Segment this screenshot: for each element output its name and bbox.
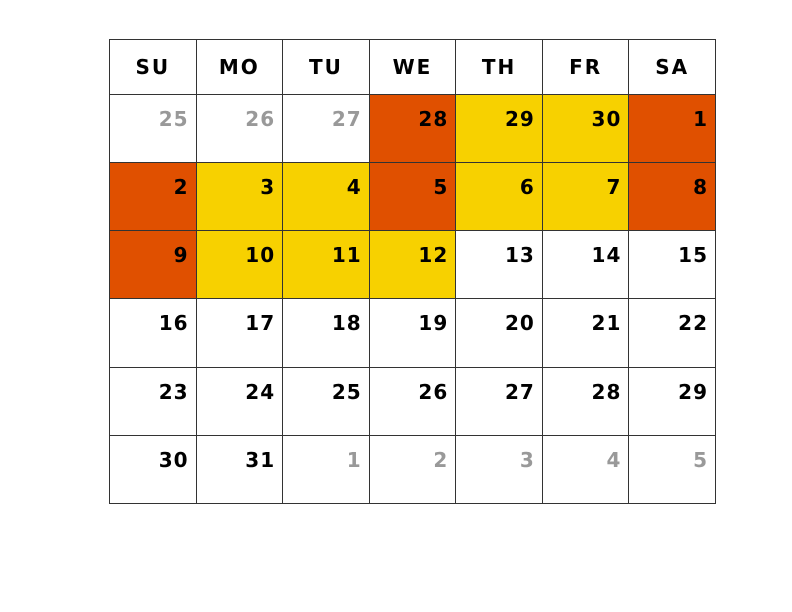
day-cell[interactable]: 28 xyxy=(541,366,630,436)
weekday-header-thursday: TH xyxy=(455,39,543,95)
day-cell[interactable]: 30 xyxy=(109,434,197,505)
day-cell[interactable]: 31 xyxy=(195,434,284,505)
weekday-header-sunday: SU xyxy=(109,39,197,95)
day-cell[interactable]: 27 xyxy=(282,93,370,164)
day-cell[interactable]: 29 xyxy=(628,366,716,436)
day-cell[interactable]: 28 xyxy=(368,93,457,164)
day-cell[interactable]: 5 xyxy=(628,434,716,505)
day-cell[interactable]: 15 xyxy=(628,230,716,300)
day-cell[interactable]: 13 xyxy=(455,230,543,300)
week-row: 16 17 18 19 20 21 22 xyxy=(109,298,716,368)
day-cell[interactable]: 4 xyxy=(541,434,630,505)
weekday-header-monday: MO xyxy=(195,39,284,95)
day-cell[interactable]: 14 xyxy=(541,230,630,300)
weekday-header-row: SU MO TU WE TH FR SA xyxy=(109,39,716,95)
calendar-body: 25 26 27 28 29 30 1 2 3 4 5 6 7 8 9 10 11 12 13 14 15 16 17 18 1… xyxy=(109,93,716,505)
day-cell[interactable]: 26 xyxy=(368,366,457,436)
weekday-header-tuesday: TU xyxy=(282,39,370,95)
week-row: 9 10 11 12 13 14 15 xyxy=(109,230,716,300)
day-cell[interactable]: 19 xyxy=(368,298,457,368)
day-cell[interactable]: 9 xyxy=(109,230,197,300)
day-cell[interactable]: 12 xyxy=(368,230,457,300)
day-cell[interactable]: 17 xyxy=(195,298,284,368)
weekday-header-friday: FR xyxy=(541,39,630,95)
day-cell[interactable]: 30 xyxy=(541,93,630,164)
day-cell[interactable]: 11 xyxy=(282,230,370,300)
day-cell[interactable]: 3 xyxy=(195,162,284,232)
day-cell[interactable]: 1 xyxy=(282,434,370,505)
day-cell[interactable]: 25 xyxy=(109,93,197,164)
day-cell[interactable]: 7 xyxy=(541,162,630,232)
day-cell[interactable]: 27 xyxy=(455,366,543,436)
calendar-grid: SU MO TU WE TH FR SA 25 26 27 28 29 30 1 2 3 4 5 6 7… xyxy=(109,39,716,505)
day-cell[interactable]: 3 xyxy=(455,434,543,505)
day-cell[interactable]: 23 xyxy=(109,366,197,436)
day-cell[interactable]: 29 xyxy=(455,93,543,164)
day-cell[interactable]: 20 xyxy=(455,298,543,368)
day-cell[interactable]: 18 xyxy=(282,298,370,368)
day-cell[interactable]: 26 xyxy=(195,93,284,164)
day-cell[interactable]: 16 xyxy=(109,298,197,368)
day-cell[interactable]: 24 xyxy=(195,366,284,436)
day-cell[interactable]: 25 xyxy=(282,366,370,436)
day-cell[interactable]: 10 xyxy=(195,230,284,300)
day-cell[interactable]: 21 xyxy=(541,298,630,368)
day-cell[interactable]: 5 xyxy=(368,162,457,232)
day-cell[interactable]: 2 xyxy=(368,434,457,505)
week-row: 30 31 1 2 3 4 5 xyxy=(109,434,716,505)
day-cell[interactable]: 8 xyxy=(628,162,716,232)
day-cell[interactable]: 4 xyxy=(282,162,370,232)
day-cell[interactable]: 6 xyxy=(455,162,543,232)
week-row: 25 26 27 28 29 30 1 xyxy=(109,93,716,164)
week-row: 23 24 25 26 27 28 29 xyxy=(109,366,716,436)
day-cell[interactable]: 22 xyxy=(628,298,716,368)
day-cell[interactable]: 2 xyxy=(109,162,197,232)
weekday-header-wednesday: WE xyxy=(368,39,457,95)
weekday-header-saturday: SA xyxy=(628,39,716,95)
day-cell[interactable]: 1 xyxy=(628,93,716,164)
